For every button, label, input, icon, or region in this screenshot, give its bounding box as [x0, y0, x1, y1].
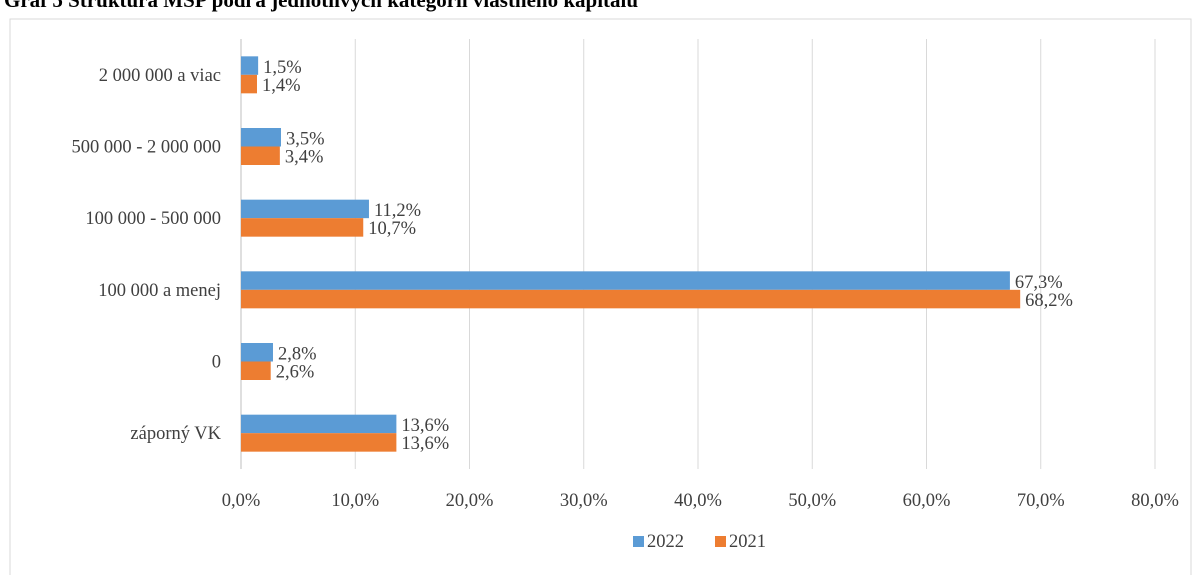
data-label-2022: 67,3%: [1015, 273, 1063, 293]
x-tick-label: 30,0%: [560, 491, 608, 511]
data-label-2021: 2,6%: [276, 363, 315, 383]
data-label-2022: 1,5%: [263, 58, 302, 78]
bar-2021: [241, 289, 1021, 309]
bar-2021: [241, 433, 397, 452]
category-labels: 2 000 000 a viac 500 000 - 2 000 000 100 0…: [71, 66, 221, 444]
data-label-2022: 2,8%: [278, 345, 317, 365]
x-tick-label: 70,0%: [1017, 491, 1065, 511]
bar-2022: [241, 343, 273, 362]
category-label: 100 000 a menej: [98, 281, 221, 301]
data-label-2021: 13,6%: [401, 434, 449, 454]
bar-2022: [241, 414, 397, 434]
x-tick-label: 60,0%: [903, 491, 951, 511]
bar-2022: [241, 199, 369, 219]
bar-2021: [241, 146, 280, 165]
category-label: 500 000 - 2 000 000: [71, 138, 221, 158]
bar-2021: [241, 218, 364, 237]
category-label: 0: [212, 353, 221, 373]
data-label-2022: 3,5%: [286, 130, 325, 150]
legend-label-2022: 2022: [647, 532, 684, 552]
x-tick-label: 40,0%: [674, 491, 722, 511]
legend-swatch-2021: [715, 536, 726, 547]
bar-2021: [241, 74, 257, 94]
figure-caption: Graf 5 Štruktúra MSP podľa jednotlivých …: [4, 0, 638, 12]
data-label-2022: 11,2%: [374, 201, 421, 221]
x-tick-label: 0,0%: [222, 491, 261, 511]
category-label: záporný VK: [130, 424, 221, 444]
gridlines: [240, 39, 1156, 469]
bar-2022: [241, 56, 259, 75]
data-labels: 1,5%1,4% 3,5%3,4% 11,2%10,7% 67,3%68,2% 2,8%…: [262, 58, 1073, 454]
x-tick-label: 20,0%: [446, 491, 494, 511]
legend-label-2021: 2021: [729, 532, 766, 552]
bar-2022: [241, 271, 1010, 290]
legend-swatch-2022: [633, 536, 644, 547]
x-tick-label: 50,0%: [788, 491, 836, 511]
x-axis-tick-labels: 0,0% 10,0% 20,0% 30,0% 40,0% 50,0% 60,0% 70,0% 8…: [222, 491, 1179, 511]
bars: [241, 56, 1021, 452]
data-label-2021: 1,4%: [262, 76, 301, 96]
data-label-2022: 13,6%: [401, 416, 449, 436]
bar-2021: [241, 361, 271, 380]
bar-2022: [241, 128, 281, 147]
data-label-2021: 68,2%: [1025, 291, 1073, 311]
data-label-2021: 3,4%: [285, 148, 324, 168]
x-tick-label: 80,0%: [1131, 491, 1179, 511]
legend: 2022 2021: [633, 532, 766, 552]
data-label-2021: 10,7%: [368, 219, 416, 239]
x-tick-label: 10,0%: [331, 491, 379, 511]
category-label: 100 000 - 500 000: [85, 209, 221, 229]
category-label: 2 000 000 a viac: [99, 66, 221, 86]
